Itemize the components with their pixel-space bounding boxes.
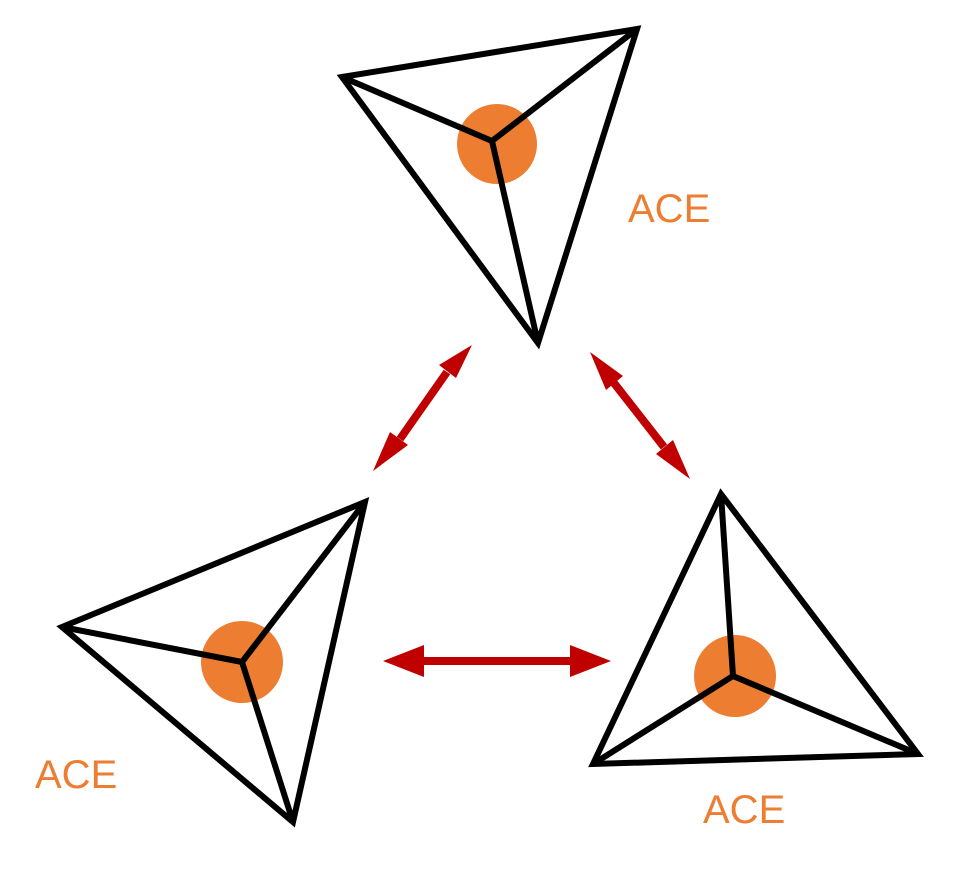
arrow-head: [590, 352, 623, 390]
tetrahedron-outline: [56, 497, 370, 828]
arrow-head: [656, 440, 690, 479]
tetrahedron-edge: [591, 673, 735, 767]
tetrahedron-edge: [61, 624, 243, 665]
tetrahedron-edge: [489, 140, 541, 344]
arrow-head: [383, 645, 424, 677]
ace-node-bottom-right: ACE: [588, 488, 924, 832]
tetrahedron-outline: [336, 25, 642, 350]
ace-node-top: ACE: [336, 25, 710, 350]
tetrahedron-edge: [490, 26, 639, 144]
arrow-head: [570, 645, 611, 677]
tetrahedron-edge: [731, 673, 920, 757]
bidirectional-arrow-bottom: [383, 645, 611, 677]
tetrahedron-edge: [239, 500, 368, 664]
tetrahedron-edge: [718, 493, 736, 677]
arrow-shaft: [396, 369, 451, 442]
arrow-head: [439, 345, 472, 378]
tetrahedron-outline: [588, 488, 924, 768]
arrow-shaft: [610, 380, 668, 450]
arrow-head: [373, 432, 408, 471]
bidirectional-arrow-top-right: [590, 352, 690, 479]
tetrahedron-edge: [239, 661, 296, 823]
ace-node-bottom-left: ACE: [35, 497, 370, 828]
ace-label: ACE: [703, 788, 785, 832]
ace-label: ACE: [628, 187, 710, 231]
ace-label: ACE: [35, 753, 117, 797]
tetrahedron-edge: [340, 74, 494, 144]
bidirectional-arrow-top-left: [373, 345, 472, 471]
